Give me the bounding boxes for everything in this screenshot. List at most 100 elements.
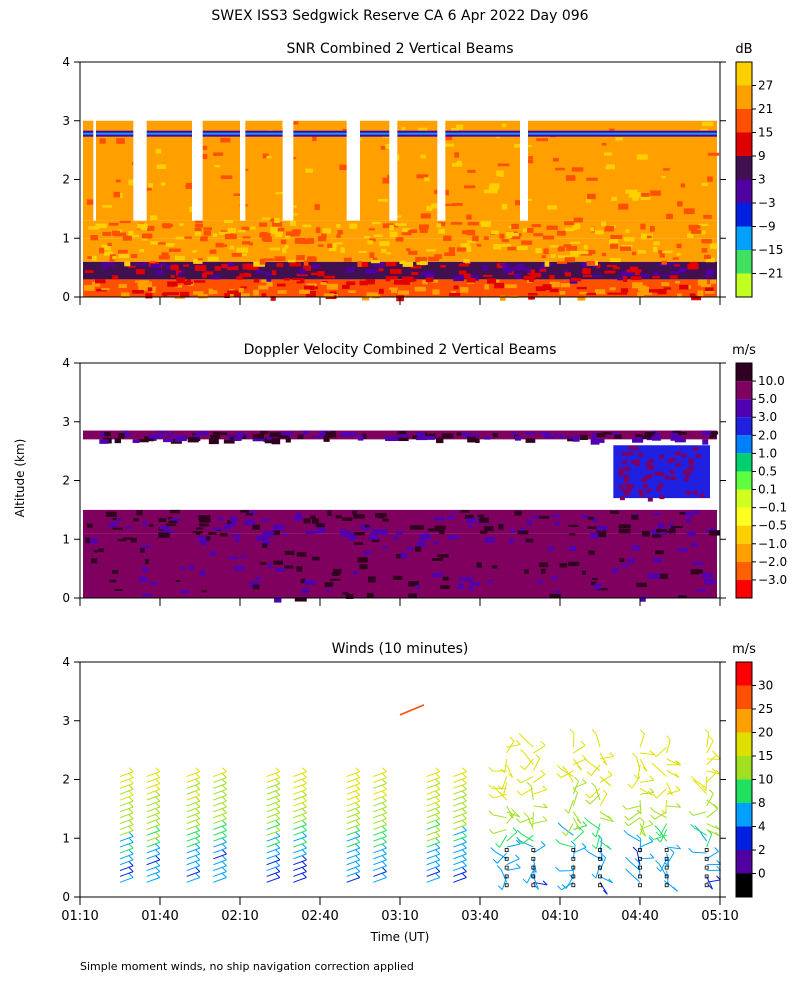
data-cell [420,154,426,159]
data-cell [339,164,351,171]
data-cell [343,257,352,262]
wind-barb-feather [528,821,534,827]
data-cell [443,203,455,207]
wind-barb [146,800,160,807]
wind-barb [706,733,710,748]
wind-barb-feather [355,843,361,849]
wind-barb [692,811,707,816]
wind-barb-feather [155,814,161,820]
wind-barb [492,770,507,772]
y-tick-label: 1 [62,831,70,845]
data-cell [327,510,332,516]
colorbar-tick-label: −21 [758,267,783,281]
data-cell [263,438,269,442]
wind-barb-feather [435,832,441,837]
wind-barb [453,841,467,848]
data-cell [275,568,286,572]
data-cell [587,526,599,530]
data-cell [195,218,203,224]
data-cell [427,528,440,532]
wind-barb [530,786,534,801]
data-cell [695,453,701,458]
wind-barb-feather [128,814,134,820]
data-cell [175,236,186,240]
wind-barb [694,779,707,789]
wind-barb [599,846,604,861]
wind-barb [346,830,360,836]
colorbar-tick-label: 4 [758,820,766,834]
data-cell [627,558,635,564]
wind-barb-feather [708,736,714,742]
wind-barb-feather [155,873,161,878]
wind-barb-feather [382,861,387,867]
wind-barb-feather [275,802,281,808]
data-cell [701,248,708,253]
wind-barb-feather [128,779,134,784]
wind-barb [186,777,200,783]
data-cell [540,432,551,436]
wind-barb [293,771,307,778]
data-cell [587,193,596,200]
x-tick-label: 03:40 [461,909,498,924]
data-cell [444,252,456,257]
wind-barb-feather [606,781,611,787]
wind-barb-feather [607,770,613,776]
data-cell [525,538,534,543]
data-cell [454,152,459,158]
wind-barb-feather [222,855,227,861]
data-cell [546,225,558,230]
data-cell [261,293,267,298]
wind-barb-feather [516,778,522,784]
data-cell [373,262,385,268]
data-cell [640,596,646,602]
wind-barb-feather [155,832,161,837]
data-cell [647,497,653,502]
data-cell [284,431,293,436]
data-cell [148,183,153,189]
missing-data-marker [704,856,709,861]
wind-barb-feather [382,773,387,778]
data-cell [564,257,576,263]
wind-barb [629,872,641,883]
x-tick-label: 04:10 [541,909,578,924]
data-cell [431,279,439,283]
wind-barb-feather [382,867,387,872]
data-cell [118,538,127,542]
data-cell [675,462,681,467]
wind-barb [520,817,534,823]
wind-barb-feather [520,749,526,754]
panel-title: SNR Combined 2 Vertical Beams [286,41,513,57]
data-cell [174,296,186,299]
data-cell [648,289,660,293]
wind-barb [146,859,160,866]
data-cell [224,293,230,299]
wind-barb [588,761,601,772]
data-cell [264,258,274,262]
wind-barb-feather [712,750,717,756]
data-cell [433,516,445,521]
wind-barb-feather [355,814,361,820]
wind-barb-feather [606,845,612,850]
wind-barb [146,824,160,830]
wind-barb [266,824,280,830]
data-cell [703,214,712,219]
wind-barb-feather [462,814,467,820]
data-cell [618,484,624,489]
wind-barb [146,777,160,783]
wind-barb-feather [650,814,656,820]
data-cell [219,533,228,537]
data-cell [415,256,427,263]
data-cell [680,183,686,188]
data-cell [252,437,265,442]
colorbar-tick-label: −3 [758,196,776,210]
wind-barb [595,823,601,838]
data-cell [459,577,471,582]
data-cell [441,135,453,140]
wind-barb [426,788,440,795]
data-cell [705,529,711,533]
data-cell [623,474,629,479]
data-cell [443,143,455,147]
data-cell [514,272,522,279]
wind-barb-feather [302,808,307,814]
wind-barb-feather [462,796,467,802]
